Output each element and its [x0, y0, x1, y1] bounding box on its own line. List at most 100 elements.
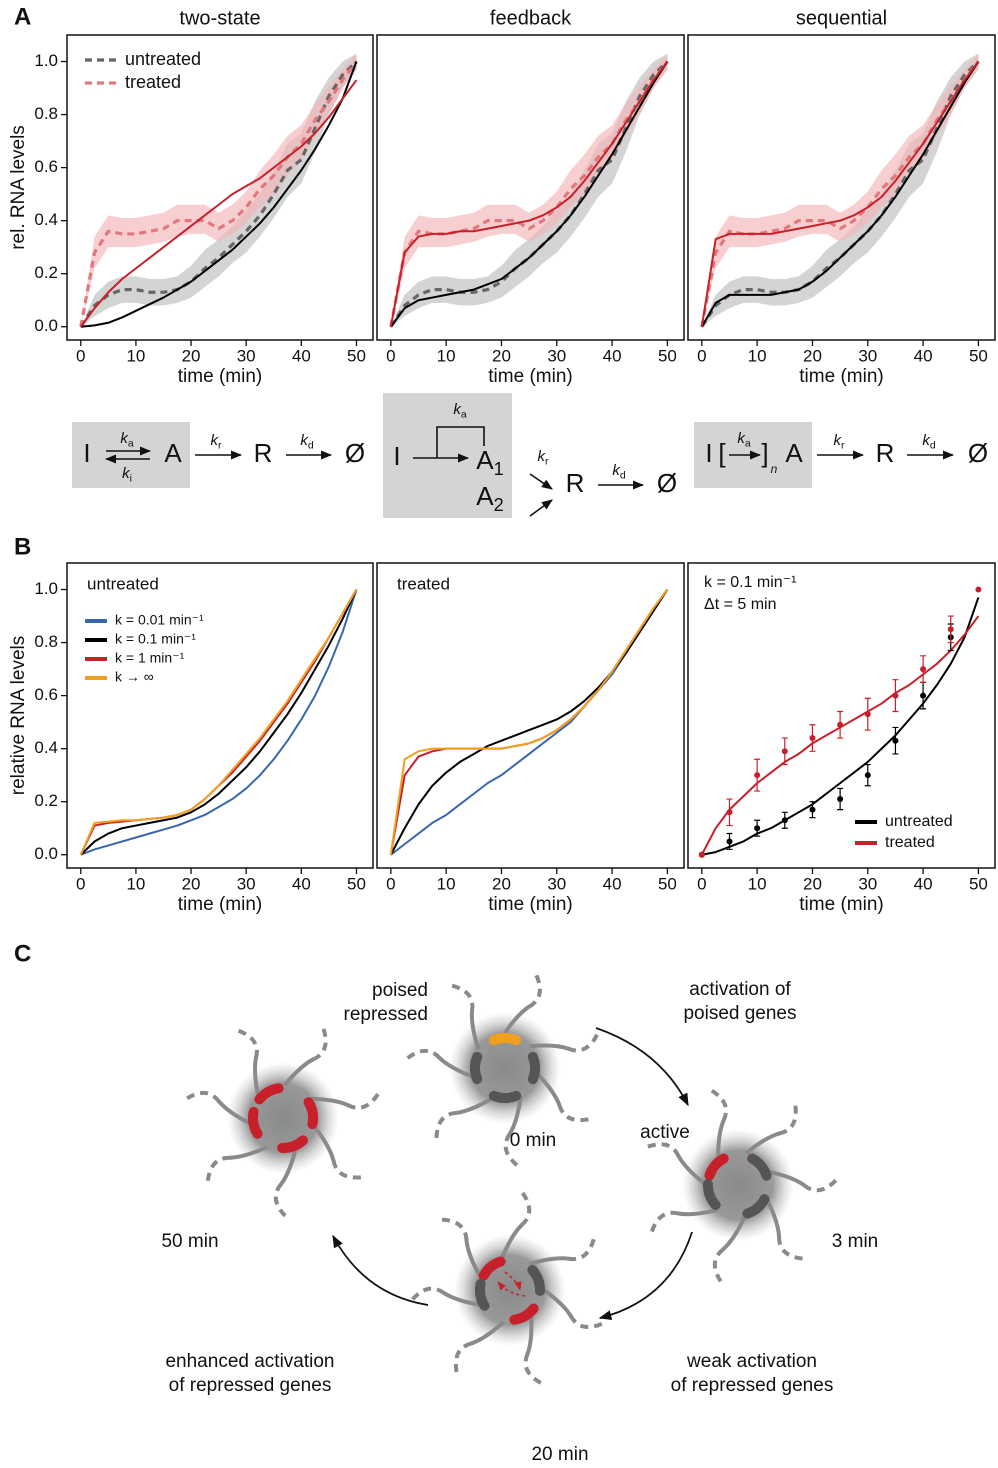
symbol: k — [300, 432, 309, 449]
transition-label: activation of — [689, 979, 791, 1000]
y-tick-label: 0.8 — [34, 104, 58, 123]
subscript: r — [545, 455, 549, 467]
gene — [703, 1179, 721, 1210]
chromatin-loop — [778, 1105, 798, 1136]
chart-title: feedback — [490, 7, 572, 29]
data-point — [892, 737, 899, 744]
data-point — [726, 809, 733, 816]
x-tick-label: 0 — [697, 346, 706, 365]
x-axis-label: time (min) — [799, 894, 883, 915]
model-line — [700, 60, 980, 328]
gene-state-label: repressed — [344, 1004, 429, 1025]
arrow — [332, 1234, 429, 1306]
scheme-label: A2 — [476, 481, 503, 515]
gene — [747, 1153, 772, 1181]
interaction-arrow — [497, 1281, 526, 1297]
x-tick-label: 40 — [914, 346, 933, 365]
scheme-label: R — [254, 438, 273, 468]
plot-frame — [66, 562, 374, 869]
legend-label: untreated — [885, 813, 953, 830]
x-tick-label: 30 — [237, 874, 256, 893]
nucleus — [406, 974, 599, 1167]
schemes — [72, 393, 955, 518]
scheme-label: kd — [300, 432, 314, 451]
symbol: A — [476, 445, 494, 475]
x-tick-label: 10 — [126, 346, 145, 365]
x-tick-label: 20 — [182, 346, 201, 365]
chromatin-loop — [237, 1028, 259, 1059]
symbol: k — [612, 462, 621, 479]
x-axis-label: time (min) — [799, 366, 883, 387]
x-tick-label: 50 — [969, 346, 988, 365]
scheme-label: A — [785, 438, 803, 468]
chromatin-loop — [503, 1132, 519, 1167]
x-tick-label: 30 — [858, 346, 877, 365]
data-point — [947, 626, 954, 633]
gene — [488, 1090, 522, 1103]
symbol: k — [211, 432, 220, 449]
plot-frame — [66, 34, 374, 341]
scheme-label: I — [83, 438, 90, 468]
chart: sequential 0 10 20 30 40 50 time (min) — [687, 7, 996, 387]
chromatin-loop — [283, 1057, 316, 1087]
x-tick-label: 20 — [492, 874, 511, 893]
chart: feedback 0 10 20 30 40 50 time (min) — [376, 7, 685, 387]
chart-title: untreated — [87, 574, 159, 593]
chromatin-loop — [542, 1288, 573, 1318]
x-tick-label: 50 — [347, 346, 366, 365]
chromatin-loop — [346, 1092, 380, 1110]
x-tick-label: 40 — [603, 874, 622, 893]
chromatin-loop — [252, 1055, 261, 1097]
chromatin-loop — [647, 1142, 681, 1158]
x-tick-label: 10 — [748, 874, 767, 893]
x-axis-label: time (min) — [178, 894, 262, 915]
time-label: 0 min — [510, 1130, 556, 1151]
chromatin-loop — [469, 1321, 505, 1346]
scheme-label: ki — [122, 465, 132, 484]
model-line — [79, 589, 358, 856]
scheme-label: A — [164, 438, 182, 468]
scheme-label: [ — [718, 438, 726, 468]
x-axis-label: time (min) — [178, 366, 262, 387]
subscript: i — [130, 472, 132, 484]
scheme-label: ka — [120, 430, 134, 449]
chromatin-loop — [502, 1004, 532, 1037]
subscript: r — [841, 439, 845, 451]
data-point — [837, 796, 844, 803]
symbol: k — [922, 432, 931, 449]
chromatin-loop — [716, 1118, 726, 1160]
model-line — [389, 60, 669, 327]
x-tick-label: 10 — [437, 874, 456, 893]
nucleus — [185, 1028, 380, 1218]
data-point — [781, 748, 788, 755]
time-label: 3 min — [832, 1231, 878, 1252]
chromatin-loop — [567, 1033, 599, 1053]
transition-label: weak activation — [686, 1351, 817, 1372]
scheme-label: ka — [453, 401, 467, 420]
gene — [254, 1083, 284, 1105]
symbol: k — [122, 465, 131, 482]
data-point — [920, 666, 927, 673]
y-tick-label: 0.6 — [34, 685, 58, 704]
chromatin-loop — [525, 1314, 534, 1356]
y-axis-label: relative RNA levels — [8, 636, 29, 795]
scheme-label: ] — [761, 438, 768, 468]
chromatin-loop — [710, 1088, 728, 1122]
data-point — [975, 586, 982, 593]
gene — [303, 1097, 318, 1130]
model-line — [80, 589, 358, 856]
data-point — [754, 772, 761, 779]
data-point — [754, 825, 761, 832]
plot-frame — [376, 34, 685, 341]
chromatin-loop — [721, 1216, 746, 1252]
x-tick-label: 30 — [547, 874, 566, 893]
chromatin-loop — [441, 1217, 469, 1241]
scheme-label: ka — [737, 430, 751, 449]
plot-frame — [687, 34, 996, 341]
interaction-arrow — [504, 1271, 522, 1291]
y-tick-label: 0.4 — [34, 738, 58, 757]
scheme-label: kr — [834, 432, 846, 451]
legend-label: k → ∞ — [115, 669, 154, 685]
x-tick-label: 40 — [292, 874, 311, 893]
gene — [742, 1194, 770, 1219]
